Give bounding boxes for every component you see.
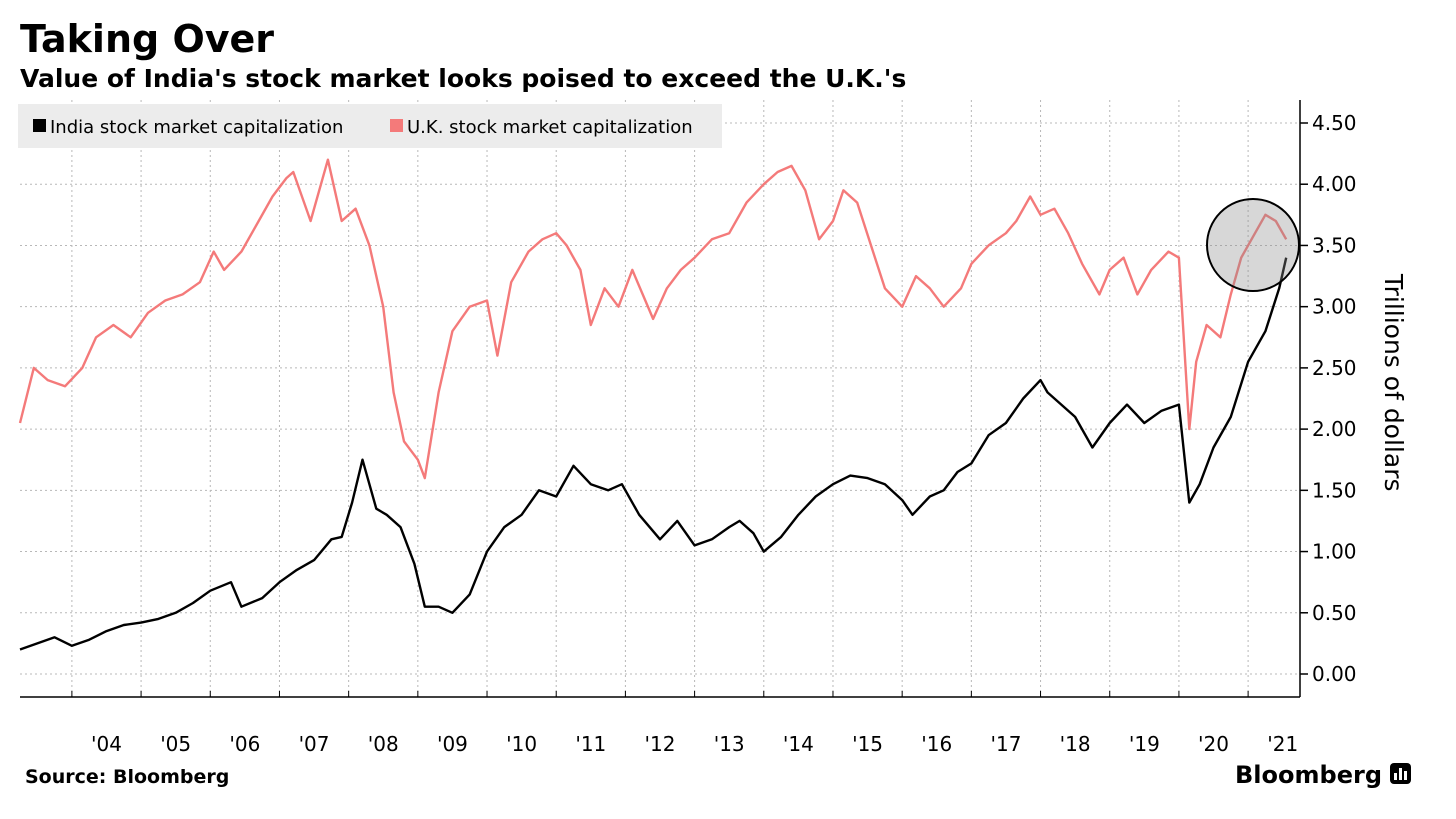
x-tick-label: '13: [714, 732, 745, 756]
y-tick-label: 0.00: [1312, 662, 1357, 686]
x-tick-label: '04: [91, 732, 122, 756]
y-tick-label: 0.50: [1312, 601, 1357, 625]
gridlines: [20, 100, 1300, 697]
x-tick-label: '19: [1129, 732, 1160, 756]
y-axis: 0.00 0.50 1.00 1.50 2.00 2.50 3.00 3.50 4.00 4.50: [1299, 100, 1357, 697]
y-tick-label: 2.00: [1312, 417, 1357, 441]
x-tick-label: '20: [1198, 732, 1229, 756]
x-tick-label: '06: [229, 732, 260, 756]
legend-swatch-india: [33, 119, 46, 132]
legend-swatch-uk: [390, 119, 403, 132]
x-tick-label: '08: [368, 732, 399, 756]
y-tick-label: 1.50: [1312, 478, 1357, 502]
source-note: Source: Bloomberg: [25, 766, 229, 788]
legend-label-india: India stock market capitalization: [50, 117, 343, 138]
chart-title: Taking Over: [20, 17, 274, 61]
x-tick-label: '12: [645, 732, 676, 756]
legend-background: [18, 104, 722, 148]
legend-label-uk: U.K. stock market capitalization: [407, 117, 693, 138]
highlight-circle: [1206, 198, 1300, 292]
x-tick-label: '14: [783, 732, 814, 756]
x-tick-label: '16: [921, 732, 952, 756]
series-line-uk: [18, 158, 1288, 480]
x-tick-label: '21: [1267, 732, 1298, 756]
x-tick-label: '15: [852, 732, 883, 756]
bloomberg-logo-icon: [1390, 763, 1411, 784]
x-tick-label: '05: [160, 732, 191, 756]
series-line-india: [19, 257, 1288, 651]
x-tick-label: '07: [299, 732, 330, 756]
y-tick-label: 2.50: [1312, 356, 1357, 380]
x-tick-label: '09: [437, 732, 468, 756]
y-tick-label: 4.50: [1312, 111, 1357, 135]
y-tick-label: 1.00: [1312, 540, 1357, 564]
x-tick-label: '17: [990, 732, 1021, 756]
x-axis: '04 '05 '06 '07 '08 '09 '10 '11 '12 '13 '14 '15 '16 '…: [20, 691, 1300, 756]
x-tick-label: '10: [506, 732, 537, 756]
y-tick-label: 3.00: [1312, 295, 1357, 319]
x-tick-label: '18: [1060, 732, 1091, 756]
bloomberg-wordmark: Bloomberg: [1235, 761, 1382, 789]
x-tick-label: '11: [575, 732, 606, 756]
y-tick-label: 4.00: [1312, 172, 1357, 196]
y-axis-label: Trillions of dollars: [1379, 273, 1408, 492]
chart-subtitle: Value of India's stock market looks pois…: [20, 64, 906, 93]
y-tick-label: 3.50: [1312, 233, 1357, 257]
